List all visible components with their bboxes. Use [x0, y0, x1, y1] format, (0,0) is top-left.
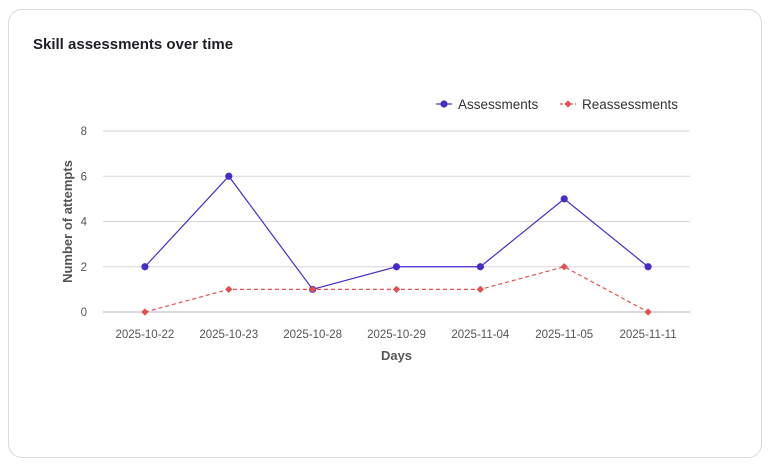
- data-point: [476, 263, 484, 271]
- series-reassessments: [141, 263, 652, 316]
- series-line: [144, 175, 649, 291]
- data-point: [644, 263, 652, 271]
- data-point: [560, 195, 568, 203]
- data-point: [225, 285, 233, 294]
- y-axis-title: Number of attempts: [60, 160, 75, 283]
- x-axis-title: Days: [381, 348, 412, 363]
- chart-card: Skill assessments over time: [8, 9, 762, 458]
- y-tick-label: 8: [81, 126, 87, 138]
- y-tick-label: 2: [81, 262, 87, 274]
- series-assessments: [141, 172, 652, 293]
- legend-item: Reassessments: [560, 97, 678, 112]
- x-tick-label: 2025-10-22: [116, 329, 175, 341]
- y-tick-label: 6: [81, 171, 87, 183]
- data-point: [141, 308, 149, 316]
- x-tick-label: 2025-11-05: [535, 329, 593, 341]
- y-tick-label: 4: [81, 217, 88, 229]
- data-point: [225, 172, 233, 180]
- data-point: [392, 285, 401, 294]
- data-point: [392, 263, 401, 271]
- legend-label: Assessments: [458, 97, 539, 112]
- data-point: [308, 285, 317, 294]
- y-tick-label: 0: [81, 307, 87, 319]
- data-point: [644, 308, 652, 316]
- legend-label: Reassessments: [582, 97, 678, 112]
- x-tick-label: 2025-11-11: [620, 329, 677, 341]
- x-tick-label: 2025-11-04: [451, 329, 510, 341]
- data-point: [476, 285, 485, 294]
- data-point: [560, 263, 568, 271]
- x-tick-label: 2025-10-23: [199, 329, 258, 341]
- card-title: Skill assessments over time: [33, 36, 234, 53]
- legend: Assessments Reassessments: [436, 97, 678, 112]
- x-tick-label: 2025-10-28: [283, 329, 342, 341]
- legend-item: Assessments: [436, 97, 539, 112]
- data-point: [141, 263, 149, 271]
- legend-marker: [564, 100, 572, 108]
- legend-marker: [440, 100, 448, 108]
- x-tick-label: 2025-10-29: [367, 329, 426, 341]
